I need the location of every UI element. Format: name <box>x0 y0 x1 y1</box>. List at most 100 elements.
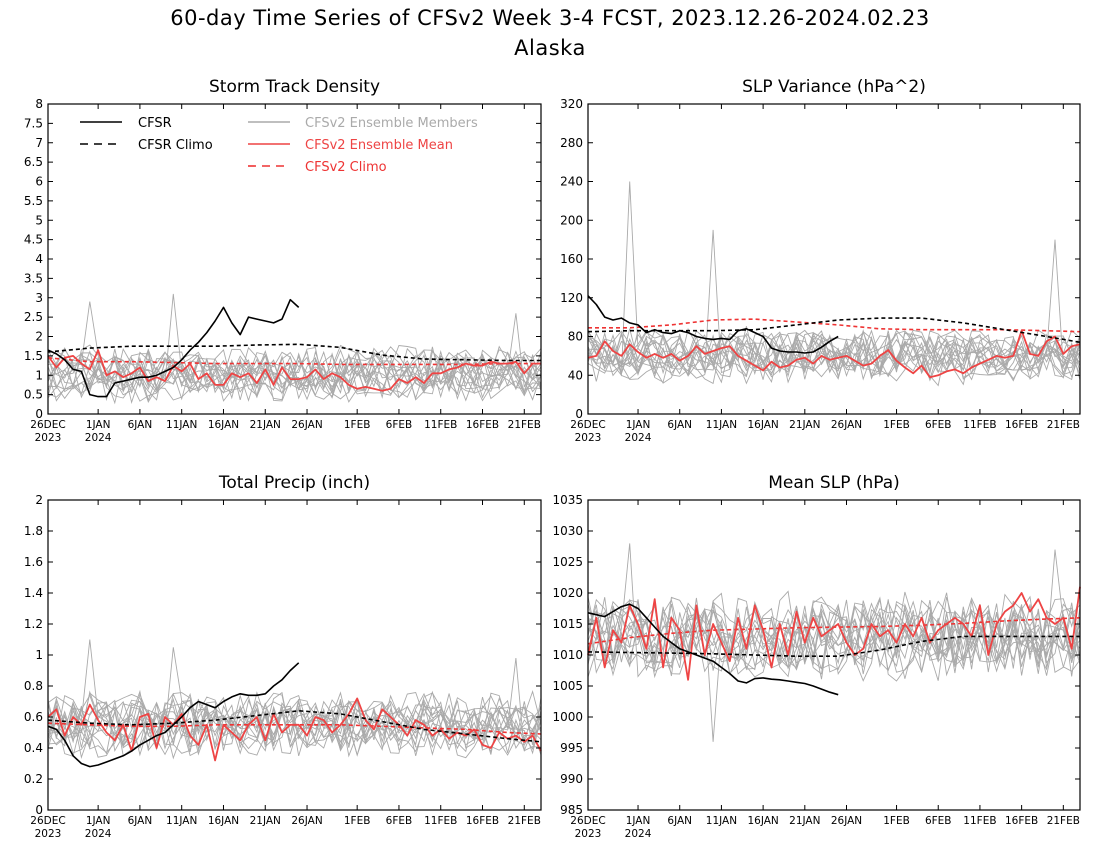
y-tick-label: 1005 <box>552 679 583 693</box>
y-tick-label: 1.8 <box>24 524 43 538</box>
y-tick-label: 3 <box>35 291 43 305</box>
panel-title: Mean SLP (hPa) <box>768 473 900 493</box>
x-tick-label: 11FEB <box>963 419 996 431</box>
series-cfsr <box>587 295 839 354</box>
member-line <box>587 595 1081 665</box>
ensemble-members <box>47 293 542 405</box>
member-line <box>587 611 1081 682</box>
x-tick-label: 11FEB <box>963 815 996 827</box>
y-tick-label: 80 <box>568 330 583 344</box>
series-ensemble-mean <box>47 349 541 392</box>
chart-panel-3: Total Precip (inch) 0 0.2 0.4 0.6 0.8 1 1.2 1.4 1… <box>24 473 542 840</box>
y-tick-label: 7 <box>35 136 43 150</box>
y-tick-label: 6.5 <box>24 155 43 169</box>
series-ensemble-mean <box>587 329 1081 379</box>
y-tick-label: 1 <box>35 368 43 382</box>
x-tick-label: 21JAN <box>250 815 281 827</box>
y-tick-label: 1025 <box>552 555 583 569</box>
y-tick-label: 1.2 <box>24 617 43 631</box>
member-line <box>587 613 1081 679</box>
x-tick-label: 1JAN <box>626 419 651 431</box>
y-tick-label: 7.5 <box>24 116 43 130</box>
member-line <box>47 355 542 399</box>
y-tick-label: 8 <box>35 97 43 111</box>
legend-label: CFSR <box>138 116 172 131</box>
x-tick-label: 6FEB <box>386 419 413 431</box>
series-cfsr <box>587 603 839 696</box>
x-tick-label: 6JAN <box>667 419 692 431</box>
member-line <box>47 707 542 760</box>
x-tick-label: 21JAN <box>789 419 820 431</box>
x-tick-label: 21JAN <box>789 815 820 827</box>
x-tick-year-label: 2024 <box>625 432 652 444</box>
y-tick-label: 1 <box>35 648 43 662</box>
x-tick-label: 26JAN <box>831 419 862 431</box>
series-cfsr-climo <box>47 709 542 743</box>
x-tick-label: 16FEB <box>1005 815 1038 827</box>
figure-subtitle: Alaska <box>514 36 586 60</box>
y-tick-label: 1.5 <box>24 349 43 363</box>
x-tick-label: 26JAN <box>291 815 322 827</box>
x-tick-label: 6JAN <box>128 815 153 827</box>
y-tick-label: 1010 <box>552 648 583 662</box>
x-tick-label: 21FEB <box>1047 419 1080 431</box>
y-tick-label: 4.5 <box>24 233 43 247</box>
x-tick-year-label: 2023 <box>35 828 62 840</box>
x-tick-label: 26DEC <box>30 419 65 431</box>
legend-label: CFSv2 Ensemble Mean <box>305 138 453 153</box>
y-tick-label: 280 <box>560 136 583 150</box>
x-tick-label: 16FEB <box>1005 419 1038 431</box>
panel-title: SLP Variance (hPa^2) <box>742 77 926 97</box>
y-tick-label: 1035 <box>552 493 583 507</box>
x-tick-label: 11FEB <box>424 815 457 827</box>
x-tick-label: 1JAN <box>86 815 111 827</box>
y-tick-label: 0.2 <box>24 772 43 786</box>
member-line <box>47 347 542 390</box>
ensemble-members <box>587 181 1081 387</box>
x-tick-year-label: 2023 <box>35 432 62 444</box>
legend-label: CFSR Climo <box>138 138 213 153</box>
member-line <box>47 358 542 401</box>
y-tick-label: 4 <box>35 252 43 266</box>
figure-title: 60-day Time Series of CFSv2 Week 3-4 FCS… <box>170 6 930 30</box>
member-line <box>587 181 1081 387</box>
y-tick-label: 1015 <box>552 617 583 631</box>
plot-frame <box>47 499 542 811</box>
chart-panel-4: Mean SLP (hPa) 985 990 995 1000 1005 1010 1015 1… <box>552 473 1081 840</box>
y-tick-label: 5.5 <box>24 194 43 208</box>
legend: CFSR CFSR Climo CFSv2 Ensemble Members CFSv… <box>80 116 478 175</box>
member-line <box>47 691 542 741</box>
y-tick-label: 0.6 <box>24 710 43 724</box>
x-tick-label: 21FEB <box>508 815 541 827</box>
y-tick-label: 40 <box>568 368 583 382</box>
x-tick-label: 26JAN <box>291 419 322 431</box>
x-tick-label: 6JAN <box>667 815 692 827</box>
legend-label: CFSv2 Climo <box>305 160 387 175</box>
y-tick-label: 0.8 <box>24 679 43 693</box>
member-line <box>587 330 1081 376</box>
chart-panel-2: SLP Variance (hPa^2) 0 40 80 120 160 200 240 280… <box>560 77 1081 444</box>
y-tick-label: 0.5 <box>24 388 43 402</box>
x-tick-label: 11JAN <box>166 419 197 431</box>
x-tick-label: 1JAN <box>626 815 651 827</box>
member-line <box>587 592 1081 663</box>
y-tick-label: 0 <box>35 407 43 421</box>
x-tick-label: 1FEB <box>344 815 371 827</box>
x-tick-label: 16JAN <box>208 419 239 431</box>
y-tick-label: 0 <box>575 407 583 421</box>
x-tick-label: 26DEC <box>570 815 605 827</box>
x-tick-label: 26JAN <box>831 815 862 827</box>
member-line <box>587 549 1081 661</box>
series-cfsr <box>47 298 300 398</box>
member-line <box>47 699 542 750</box>
x-tick-label: 6FEB <box>925 815 952 827</box>
y-tick-label: 0 <box>35 803 43 817</box>
x-tick-label: 26DEC <box>570 419 605 431</box>
y-tick-label: 240 <box>560 175 583 189</box>
member-line <box>47 359 542 405</box>
series-cfsr <box>47 662 300 768</box>
y-tick-label: 985 <box>560 803 583 817</box>
member-line <box>47 347 542 392</box>
